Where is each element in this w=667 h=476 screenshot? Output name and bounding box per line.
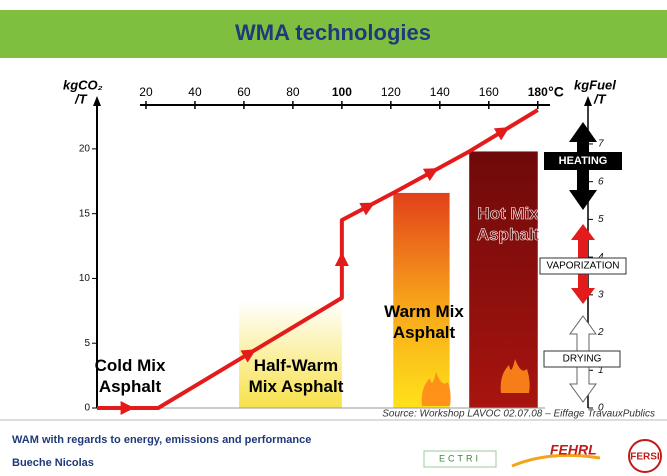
region-label-line: Cold Mix bbox=[95, 356, 166, 375]
y-tick-label: 0 bbox=[84, 403, 90, 414]
y2-tick-label: 6 bbox=[598, 176, 604, 187]
axis-label: kgCO₂ bbox=[63, 77, 103, 92]
logo: FEHRL bbox=[550, 442, 597, 458]
region-label-line: Half-Warm bbox=[254, 356, 338, 375]
region bbox=[239, 300, 342, 408]
data-line bbox=[97, 108, 539, 410]
footer-text: WAM with regards to energy, emissions an… bbox=[12, 434, 311, 446]
line-arrowhead bbox=[422, 168, 439, 182]
header-bar bbox=[0, 10, 667, 58]
x-tick-label: 140 bbox=[430, 85, 450, 99]
x-tick-label: 60 bbox=[237, 85, 251, 99]
footer-text: Bueche Nicolas bbox=[12, 457, 94, 469]
x-tick-label: 120 bbox=[381, 85, 401, 99]
x-tick-label: 80 bbox=[286, 85, 300, 99]
logo-swoosh bbox=[511, 453, 601, 468]
region bbox=[469, 151, 538, 408]
x-tick-label: 180 bbox=[528, 85, 548, 99]
y2-tick-label: 3 bbox=[598, 289, 604, 300]
region-label-line: Asphalt bbox=[99, 377, 162, 396]
y2-tick-label: 7 bbox=[598, 139, 604, 150]
y-tick-label: 20 bbox=[79, 144, 91, 155]
y2-tick-label: 2 bbox=[597, 327, 604, 338]
region-label-line: Asphalt bbox=[393, 323, 456, 342]
logo: FERSI bbox=[630, 452, 660, 463]
y2-tick-label: 0 bbox=[598, 403, 604, 414]
region-label: Cold Mix Asphalt bbox=[95, 356, 166, 396]
y-tick-label: 15 bbox=[79, 208, 91, 219]
region-label-line: Mix Asphalt bbox=[249, 377, 344, 396]
axis-label: /T bbox=[593, 91, 607, 106]
x-tick-label: 40 bbox=[188, 85, 202, 99]
logo-box bbox=[423, 450, 497, 468]
y2-tick-label: 4 bbox=[598, 252, 604, 263]
region-label: Hot Mix Asphalt bbox=[477, 204, 540, 244]
line-arrowhead bbox=[240, 349, 257, 363]
slide-title: WMA technologies bbox=[235, 20, 431, 45]
region-label-line: Hot Mix bbox=[477, 204, 539, 223]
phase-label: VAPORIZATION bbox=[547, 261, 620, 272]
y-tick-label: 10 bbox=[79, 273, 91, 284]
line-arrowhead bbox=[359, 202, 375, 216]
axis-label: /T bbox=[74, 91, 88, 106]
logo-ring bbox=[628, 439, 662, 473]
line-arrowhead bbox=[120, 401, 135, 415]
line-arrowhead bbox=[334, 252, 349, 266]
chart: 0 5 10 15 20 0 1 2 3 4 5 6 7 20 40 60 80 100 120 140 160 180 k… bbox=[63, 77, 616, 415]
logo: ECTRI bbox=[439, 453, 481, 463]
phase-label: DRYING bbox=[563, 354, 602, 365]
x-tick-label: 160 bbox=[479, 85, 499, 99]
flame-decor bbox=[421, 372, 451, 406]
axis-arrow bbox=[93, 96, 101, 106]
region bbox=[393, 192, 450, 408]
region-label-line: Warm Mix bbox=[384, 302, 464, 321]
axis-label: kgFuel bbox=[574, 77, 616, 92]
y-tick-label: 5 bbox=[84, 338, 90, 349]
axis-label: °C bbox=[548, 84, 564, 100]
x-tick-label: 20 bbox=[139, 85, 153, 99]
y2-tick-label: 5 bbox=[598, 214, 604, 225]
flame-decor bbox=[500, 359, 530, 393]
line-arrowhead bbox=[493, 127, 510, 141]
source: Source: Workshop LAVOC 02.07.08 – Eiffag… bbox=[382, 409, 655, 420]
region-label: Warm Mix Asphalt bbox=[384, 302, 464, 342]
axis-arrow bbox=[584, 96, 592, 106]
x-tick-label: 100 bbox=[332, 85, 352, 99]
phase-arrows bbox=[539, 122, 627, 403]
y2-tick-label: 1 bbox=[598, 365, 604, 376]
region-label: Half-Warm Mix Asphalt bbox=[249, 356, 344, 396]
phase-label: HEATING bbox=[559, 155, 608, 167]
region-label-line: Asphalt bbox=[477, 225, 540, 244]
